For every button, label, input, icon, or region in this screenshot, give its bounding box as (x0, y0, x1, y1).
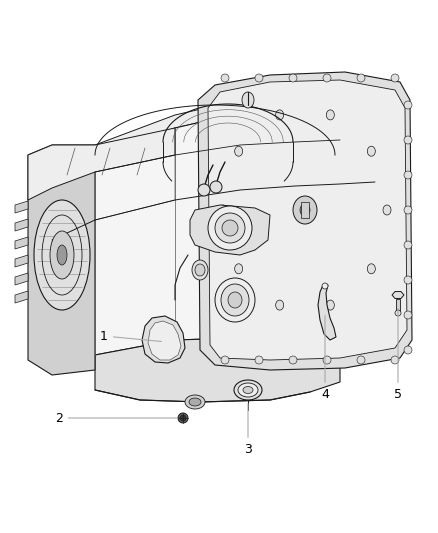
Ellipse shape (50, 231, 74, 279)
Ellipse shape (247, 138, 363, 282)
Polygon shape (95, 330, 340, 402)
Ellipse shape (234, 380, 262, 400)
Polygon shape (198, 72, 412, 370)
Ellipse shape (326, 300, 334, 310)
Ellipse shape (404, 171, 412, 179)
Text: 1: 1 (100, 329, 162, 343)
Ellipse shape (280, 180, 330, 240)
Ellipse shape (180, 415, 186, 421)
Ellipse shape (404, 136, 412, 144)
Ellipse shape (228, 292, 242, 308)
Polygon shape (52, 105, 375, 370)
Polygon shape (318, 285, 336, 340)
Ellipse shape (395, 310, 401, 316)
Ellipse shape (391, 356, 399, 364)
Polygon shape (396, 299, 400, 311)
Ellipse shape (255, 74, 263, 82)
Ellipse shape (57, 245, 67, 265)
Ellipse shape (219, 205, 227, 215)
Polygon shape (205, 115, 395, 320)
Ellipse shape (289, 74, 297, 82)
Polygon shape (142, 316, 185, 363)
Ellipse shape (404, 206, 412, 214)
Text: 5: 5 (394, 309, 402, 401)
Polygon shape (392, 292, 404, 298)
Ellipse shape (276, 300, 284, 310)
Ellipse shape (221, 74, 229, 82)
Polygon shape (301, 202, 309, 218)
Ellipse shape (215, 278, 255, 322)
Ellipse shape (404, 311, 412, 319)
Ellipse shape (215, 213, 245, 243)
Ellipse shape (357, 356, 365, 364)
Ellipse shape (404, 276, 412, 284)
Ellipse shape (322, 283, 328, 289)
Polygon shape (190, 205, 270, 255)
Ellipse shape (367, 146, 375, 156)
Ellipse shape (192, 260, 208, 280)
Ellipse shape (383, 205, 391, 215)
Ellipse shape (221, 356, 229, 364)
Polygon shape (15, 201, 28, 213)
Ellipse shape (215, 100, 395, 320)
Ellipse shape (221, 284, 249, 316)
Text: 3: 3 (244, 403, 252, 456)
Ellipse shape (235, 264, 243, 274)
Text: 2: 2 (55, 411, 177, 424)
Ellipse shape (242, 92, 254, 108)
Ellipse shape (404, 346, 412, 354)
Ellipse shape (243, 386, 253, 393)
Polygon shape (15, 255, 28, 267)
Ellipse shape (195, 264, 205, 276)
Ellipse shape (238, 383, 258, 397)
Polygon shape (15, 273, 28, 285)
Polygon shape (148, 321, 181, 360)
Polygon shape (15, 219, 28, 231)
Text: 4: 4 (321, 316, 329, 401)
Ellipse shape (255, 356, 263, 364)
Ellipse shape (34, 200, 90, 310)
Ellipse shape (235, 146, 243, 156)
Ellipse shape (185, 395, 205, 409)
Ellipse shape (293, 196, 317, 224)
Ellipse shape (404, 241, 412, 249)
Ellipse shape (276, 110, 284, 120)
Polygon shape (50, 88, 385, 188)
Ellipse shape (323, 74, 331, 82)
Ellipse shape (326, 110, 334, 120)
Ellipse shape (189, 398, 201, 406)
Ellipse shape (391, 74, 399, 82)
Ellipse shape (323, 356, 331, 364)
Ellipse shape (208, 206, 252, 250)
Polygon shape (15, 237, 28, 249)
Polygon shape (208, 80, 407, 360)
Ellipse shape (265, 160, 345, 260)
Polygon shape (28, 145, 95, 375)
Ellipse shape (357, 74, 365, 82)
Ellipse shape (222, 220, 238, 236)
Polygon shape (28, 128, 175, 200)
Ellipse shape (198, 184, 210, 196)
Ellipse shape (300, 204, 310, 216)
Ellipse shape (367, 264, 375, 274)
Ellipse shape (178, 413, 188, 423)
Ellipse shape (289, 356, 297, 364)
Ellipse shape (404, 101, 412, 109)
Ellipse shape (210, 181, 222, 193)
Polygon shape (15, 291, 28, 303)
